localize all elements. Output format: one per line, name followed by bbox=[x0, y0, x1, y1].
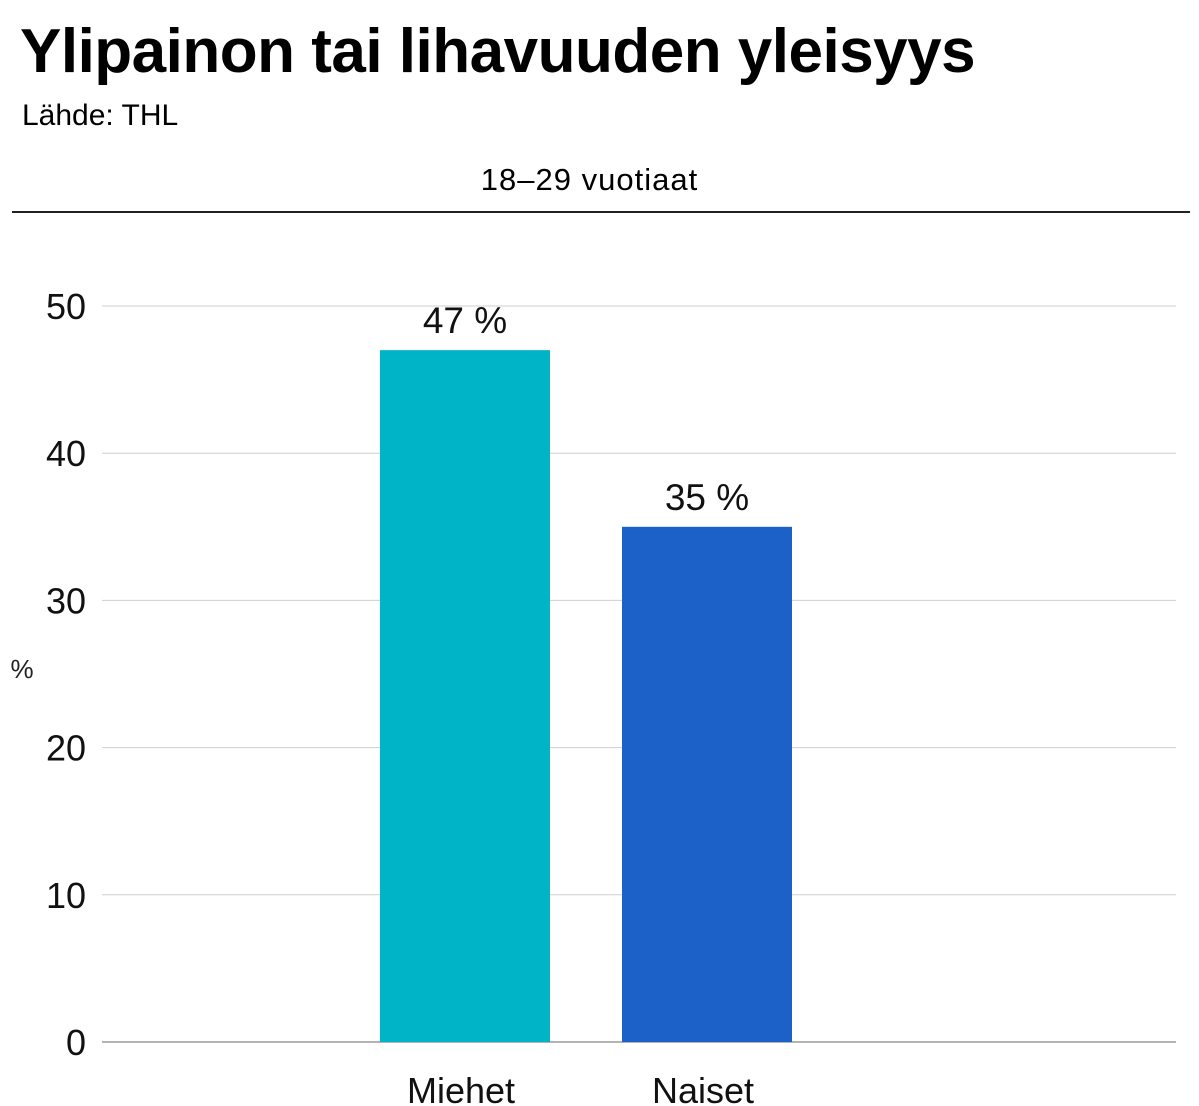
chart-title: Ylipainon tai lihavuuden yleisyys bbox=[20, 17, 976, 86]
bar-miehet bbox=[380, 350, 550, 1042]
source-label: Lähde: THL bbox=[22, 99, 179, 132]
y-axis-ticks: 0 10 20 30 40 50 bbox=[46, 286, 86, 1063]
data-labels: 47 % 35 % bbox=[423, 300, 749, 518]
y-tick-label: 10 bbox=[46, 875, 86, 916]
data-label: 35 % bbox=[665, 477, 749, 518]
y-tick-label: 0 bbox=[66, 1022, 86, 1063]
y-axis-label: % bbox=[10, 654, 33, 684]
x-tick-label: Naiset bbox=[652, 1070, 754, 1106]
y-tick-label: 50 bbox=[46, 286, 86, 327]
bar-naiset bbox=[622, 526, 792, 1042]
chart-subtitle: 18–29 vuotiaat bbox=[480, 162, 699, 197]
y-tick-label: 20 bbox=[46, 728, 86, 769]
data-label: 47 % bbox=[423, 300, 507, 341]
x-tick-label: Miehet bbox=[407, 1070, 515, 1106]
bars bbox=[380, 350, 792, 1042]
y-tick-label: 40 bbox=[46, 433, 86, 474]
x-axis-ticks: Miehet Naiset bbox=[407, 1070, 754, 1106]
header-divider bbox=[12, 211, 1190, 213]
y-tick-label: 30 bbox=[46, 580, 86, 621]
